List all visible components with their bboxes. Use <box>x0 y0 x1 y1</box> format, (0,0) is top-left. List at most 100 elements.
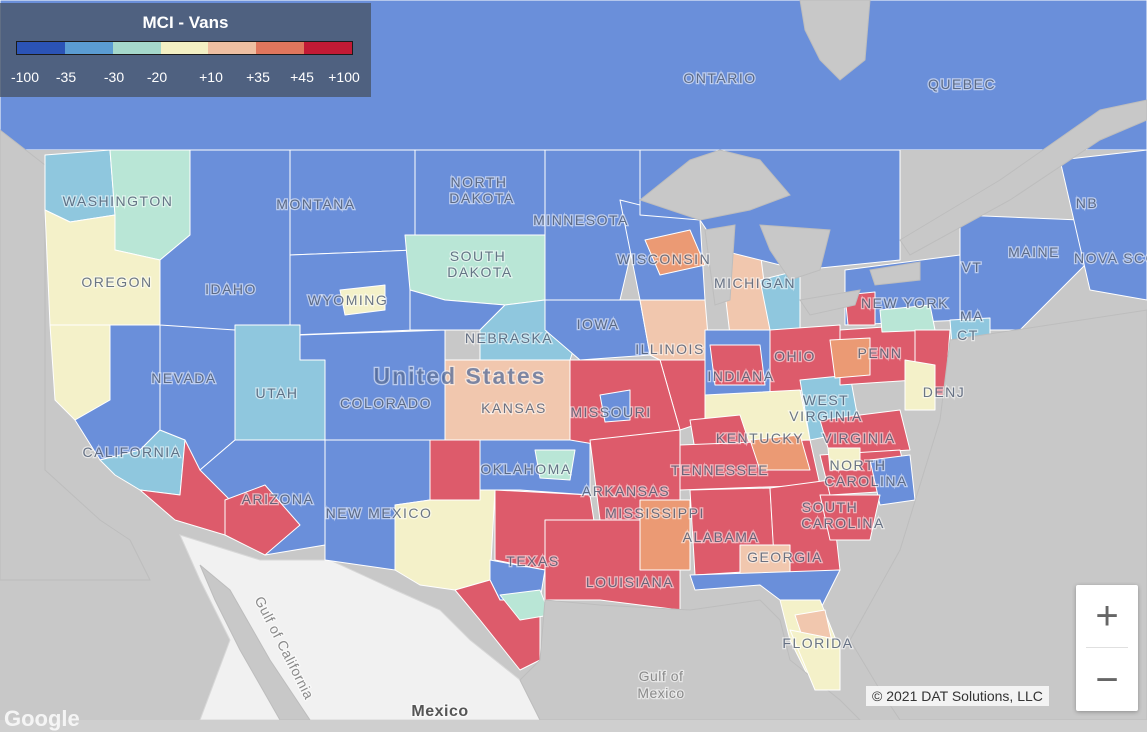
label-ohio: OHIO <box>774 348 816 364</box>
label-west-virginia-1: WEST <box>803 392 849 408</box>
color-legend: MCI - Vans -100 -35 -30 -20 +10 +35 +45 … <box>0 3 371 97</box>
label-florida: FLORIDA <box>782 635 853 651</box>
label-iowa: IOWA <box>577 316 620 332</box>
region-s-arizona <box>224 484 301 556</box>
label-washington: WASHINGTON <box>63 193 174 209</box>
label-louisiana: LOUISIANA <box>586 574 674 590</box>
region-de <box>904 359 936 411</box>
legend-swatch <box>160 42 209 54</box>
label-nb: NB <box>1076 195 1098 211</box>
label-north-dakota-1: NORTH <box>450 174 507 190</box>
label-kentucky: KENTUCKY <box>716 430 804 446</box>
region-ok-mint <box>534 449 576 481</box>
lake-ontario <box>869 261 921 286</box>
lake-superior <box>638 149 791 221</box>
label-utah: UTAH <box>255 385 298 401</box>
label-arkansas: ARKANSAS <box>582 483 670 499</box>
region-washington <box>44 149 116 223</box>
region-wisconsin-hot <box>644 229 706 276</box>
zoom-out-button[interactable]: − <box>1076 649 1138 711</box>
legend-swatch <box>17 42 65 54</box>
lake-erie <box>799 289 861 316</box>
label-montana: MONTANA <box>276 196 355 212</box>
label-north-carolina-2: CAROLINA <box>824 473 908 489</box>
map-attribution: © 2021 DAT Solutions, LLC <box>866 686 1049 706</box>
label-new-mexico: NEW MEXICO <box>326 505 433 521</box>
label-oklahoma: OKLAHOMA <box>480 461 571 477</box>
legend-swatch <box>256 42 305 54</box>
label-vt-nh: VT <box>962 259 983 275</box>
label-north-dakota-2: DAKOTA <box>449 190 515 206</box>
label-illinois: ILLINOIS <box>635 341 705 357</box>
plus-icon: + <box>1095 593 1119 638</box>
hudson-bay <box>799 0 871 81</box>
lake-huron <box>759 224 831 281</box>
region-iowa <box>544 299 651 361</box>
region-new-england <box>959 214 1091 331</box>
legend-tick-label: -30 <box>103 69 125 85</box>
label-mexico: Mexico <box>411 703 468 720</box>
lake-michigan <box>704 224 736 306</box>
label-oregon: OREGON <box>81 274 152 290</box>
label-colorado: COLORADO <box>340 395 432 411</box>
region-minnesota <box>544 149 641 301</box>
legend-swatch <box>64 42 113 54</box>
region-wyoming-sw <box>339 284 386 316</box>
label-united-states: United States <box>374 363 547 389</box>
label-ct: CT <box>957 327 979 343</box>
label-de-nj: DENJ <box>923 384 966 400</box>
st-lawrence <box>899 99 1147 256</box>
label-indiana: INDIANA <box>707 368 774 384</box>
label-nebraska: NEBRASKA <box>465 330 553 346</box>
region-pa-warm <box>829 337 871 379</box>
label-michigan: MICHIGAN <box>714 275 796 291</box>
label-south-dakota-2: DAKOTA <box>447 264 513 280</box>
label-texas: TEXAS <box>506 553 559 569</box>
label-idaho: IDAHO <box>205 281 257 297</box>
region-maritimes <box>1059 149 1147 301</box>
legend-swatch <box>112 42 161 54</box>
label-ma: MA <box>960 308 984 324</box>
legend-color-bar <box>16 41 353 55</box>
label-wisconsin: WISCONSIN <box>617 251 711 267</box>
legend-tick-label: +10 <box>199 69 223 85</box>
legend-tick-label: -100 <box>10 69 40 85</box>
google-logo[interactable]: Google <box>4 706 80 731</box>
zoom-in-button[interactable]: + <box>1076 585 1138 647</box>
label-gulf-of-mexico-2: Mexico <box>637 685 684 701</box>
label-wyoming: WYOMING <box>308 292 389 308</box>
region-mississippi <box>639 499 691 571</box>
region-south-carolina <box>819 494 881 541</box>
region-nc-mint <box>827 447 861 471</box>
region-indiana-hot <box>709 344 766 386</box>
label-maine: MAINE <box>1008 244 1060 260</box>
label-missouri: MISSOURI <box>570 404 651 420</box>
florida-keys <box>789 629 841 691</box>
gulf-of-california <box>199 564 311 720</box>
legend-tick-label: +35 <box>246 69 270 85</box>
zoom-divider <box>1086 647 1128 648</box>
label-north-carolina-1: NORTH <box>829 457 886 473</box>
legend-swatch <box>208 42 257 54</box>
region-missouri-blue <box>599 389 631 423</box>
label-gulf-of-mexico-1: Gulf of <box>639 668 684 684</box>
label-nova-scotia: NOVA SCO <box>1074 250 1147 266</box>
label-south-carolina-1: SOUTH <box>802 499 859 515</box>
label-west-virginia-2: VIRGINIA <box>789 408 862 424</box>
label-california: CALIFORNIA <box>82 444 181 460</box>
label-georgia: GEORGIA <box>747 549 823 565</box>
label-south-carolina-2: CAROLINA <box>801 515 885 531</box>
legend-tick-label: -20 <box>146 69 168 85</box>
minus-icon: − <box>1095 657 1119 702</box>
label-pennsylvania: PENN <box>858 345 903 361</box>
label-nevada: NEVADA <box>151 370 217 386</box>
label-virginia: VIRGINIA <box>822 430 895 446</box>
label-ontario: ONTARIO <box>683 70 756 86</box>
legend-tick-label: +45 <box>290 69 314 85</box>
label-mississippi: MISSISSIPPI <box>605 505 705 521</box>
legend-title: MCI - Vans <box>142 13 229 32</box>
label-alabama: ALABAMA <box>683 529 760 545</box>
label-arizona: ARIZONA <box>242 491 315 507</box>
region-virginia <box>819 409 911 456</box>
